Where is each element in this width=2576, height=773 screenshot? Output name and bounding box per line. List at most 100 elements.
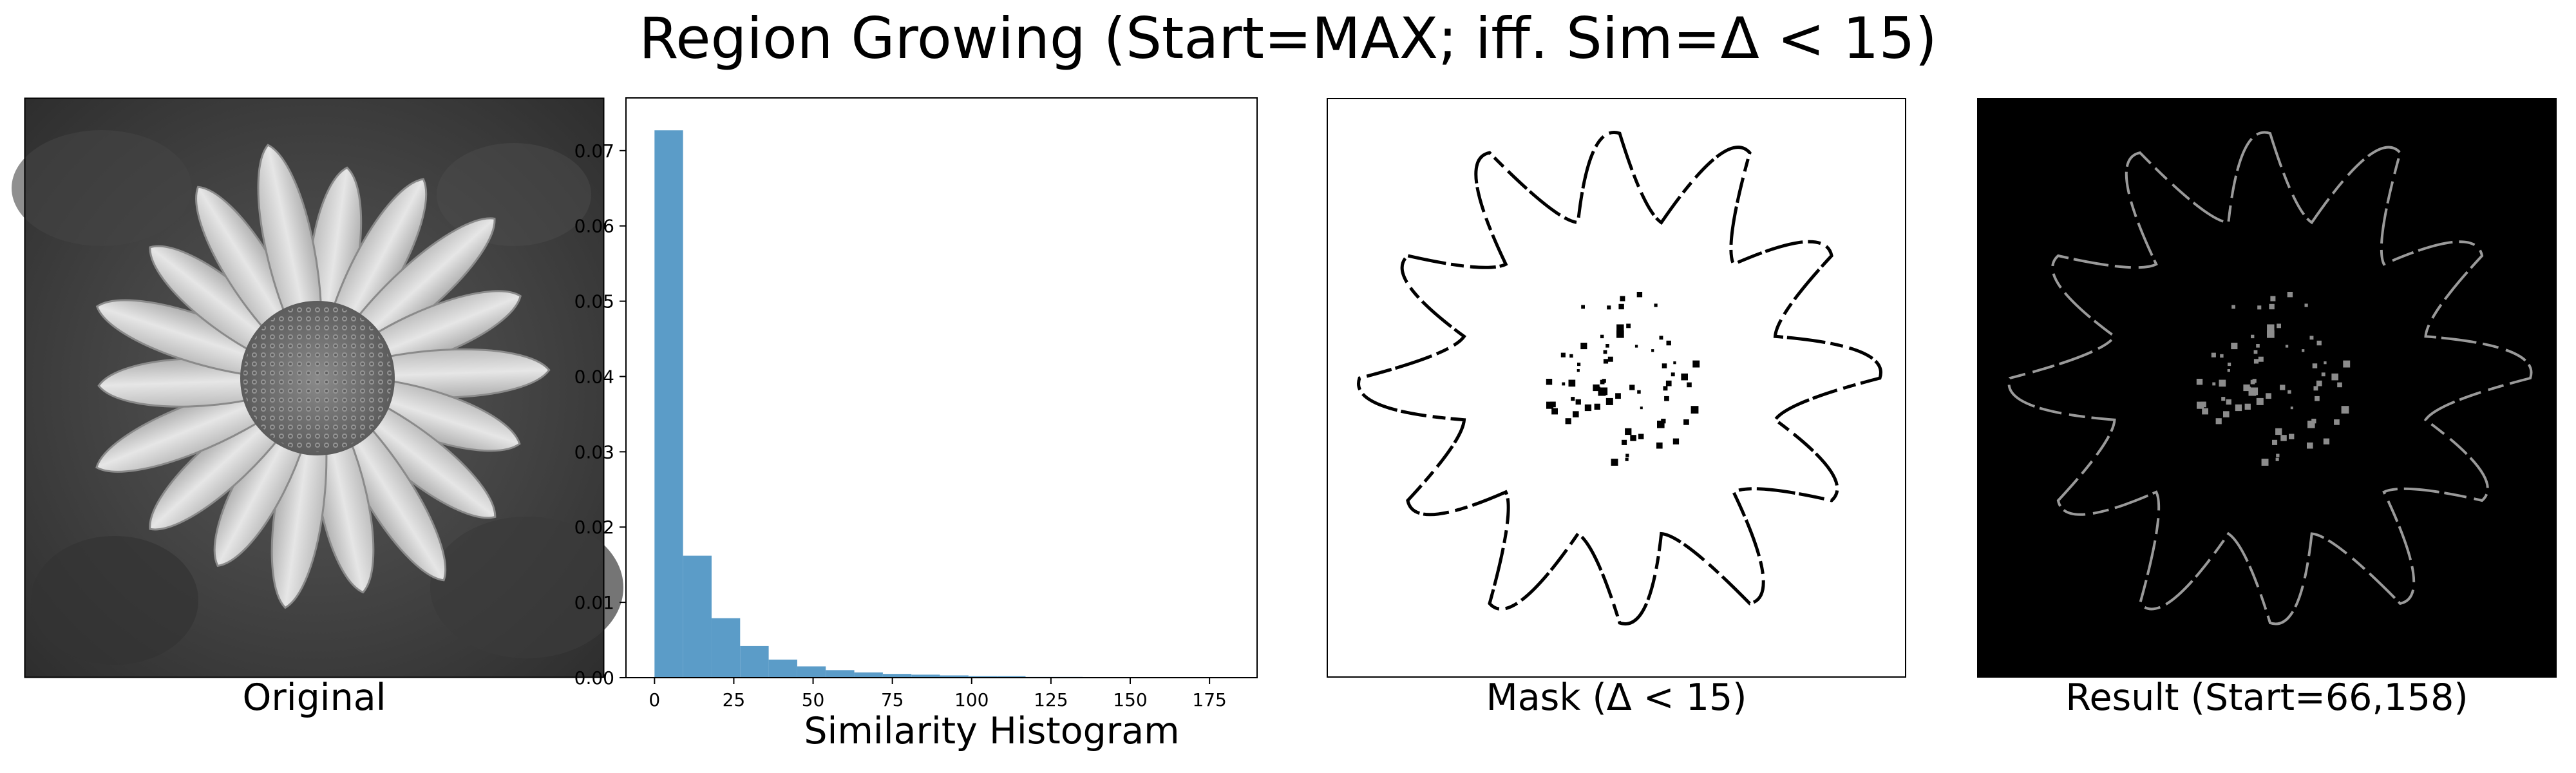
result-speck (2211, 352, 2216, 358)
mask-speck (1605, 397, 1613, 405)
original-image-panel (12, 97, 623, 678)
x-tick-label: 25 (723, 689, 746, 711)
mask-speck (1568, 379, 1576, 387)
result-speck (2313, 386, 2318, 391)
result-speck (2275, 457, 2279, 461)
mask-speck (1654, 303, 1658, 307)
x-tick-label: 175 (1192, 689, 1226, 711)
mask-speck (1569, 354, 1573, 358)
mask-speck (1682, 374, 1686, 377)
y-tick-label: 0.07 (574, 140, 614, 162)
mask-speck (1605, 344, 1609, 348)
result-speck (2256, 397, 2264, 405)
result-speck (2250, 387, 2259, 396)
mask-speck (1565, 418, 1571, 425)
histogram-bar (882, 674, 912, 678)
result-speck (2243, 384, 2250, 392)
result-image (1977, 98, 2557, 678)
result-speck (2323, 438, 2330, 444)
mask-speck (1551, 408, 1558, 415)
mask-speck (1620, 296, 1625, 301)
mask-speck (1637, 390, 1641, 394)
result-speck (2280, 385, 2286, 390)
result-speck (2315, 396, 2320, 401)
mask-speck (1685, 421, 1689, 425)
histogram-chart: 0 25 50 75 100 125 150 175 0.00 0.01 0.02 0.03 0.04 0… (574, 97, 1258, 711)
result-speck (2250, 379, 2255, 385)
mask-speck (1560, 352, 1566, 358)
result-caption: Result (Start=66,158) (2065, 676, 2468, 719)
mask-speck (1659, 336, 1663, 340)
result-speck (2287, 292, 2293, 298)
result-speck (2219, 379, 2226, 387)
x-tick-label: 50 (802, 689, 825, 711)
y-tick-label: 0.00 (574, 667, 614, 689)
result-speck (2228, 362, 2231, 367)
mask-speck (1671, 372, 1675, 377)
result-speck (2275, 428, 2282, 435)
result-speck (2311, 419, 2316, 424)
x-tick-label: 150 (1113, 689, 1147, 711)
result-speck (2289, 434, 2295, 439)
result-speck (2341, 406, 2349, 414)
figure-title: Region Growing (Start=MAX; iff. Sim=Δ < … (639, 5, 1937, 72)
mask-image (1327, 98, 1906, 678)
result-speck (2287, 390, 2291, 394)
result-speck (2215, 418, 2222, 425)
result-speck (2270, 296, 2276, 301)
mask-speck (1603, 359, 1609, 364)
mask-speck (1593, 384, 1600, 392)
mask-speck (1665, 380, 1672, 386)
result-speck (2202, 408, 2208, 415)
histogram-bar (911, 674, 940, 678)
result-speck (2257, 305, 2262, 310)
mask-speck (1662, 363, 1667, 368)
mask-speck (1600, 379, 1605, 385)
result-speck (2276, 453, 2280, 457)
mask-speck (1577, 362, 1581, 367)
mask-speck (1600, 334, 1604, 339)
mask-speck (1575, 399, 1581, 405)
histogram-bar (826, 670, 855, 678)
result-speck (2253, 350, 2258, 354)
mask-speck (1692, 360, 1700, 368)
mask-speck (1661, 419, 1666, 424)
mask-speck (1618, 303, 1624, 310)
histogram-bar (797, 666, 826, 678)
mask-speck (1656, 442, 1663, 449)
mask-speck (1664, 396, 1669, 401)
result-speck (2312, 363, 2318, 368)
result-speck (2309, 336, 2314, 340)
mask-speck (1573, 411, 1579, 417)
x-tick-label: 125 (1034, 689, 1068, 711)
result-speck (2258, 356, 2264, 362)
result-speck (2307, 442, 2313, 449)
x-tick-label: 100 (954, 689, 989, 711)
result-speck (2321, 372, 2325, 377)
mask-speck (1657, 421, 1665, 428)
result-speck (2267, 330, 2275, 338)
result-boundary (2007, 131, 2533, 625)
result-speck (2221, 397, 2226, 401)
result-speck (2302, 349, 2305, 352)
mask-speck (1594, 403, 1600, 410)
mask-speck (1629, 385, 1635, 390)
mask-speck (1607, 356, 1613, 362)
result-speck (2231, 343, 2238, 350)
histogram-bar (854, 672, 883, 678)
result-speck (2251, 334, 2255, 339)
mask-speck (1571, 397, 1575, 401)
mask-speck (1625, 428, 1632, 435)
histogram-bar (740, 645, 769, 678)
mask-speck (1581, 305, 1585, 309)
result-speck (2196, 379, 2203, 385)
result-speck (2244, 403, 2251, 410)
mask-speck (1584, 404, 1592, 412)
result-speck (2261, 459, 2269, 466)
x-tick-label: 75 (881, 689, 904, 711)
result-speck (2277, 323, 2281, 329)
y-tick-label: 0.01 (574, 592, 614, 613)
histogram-bar (968, 676, 998, 678)
mask-speck (1562, 382, 1566, 386)
mask-speck (1634, 345, 1638, 348)
